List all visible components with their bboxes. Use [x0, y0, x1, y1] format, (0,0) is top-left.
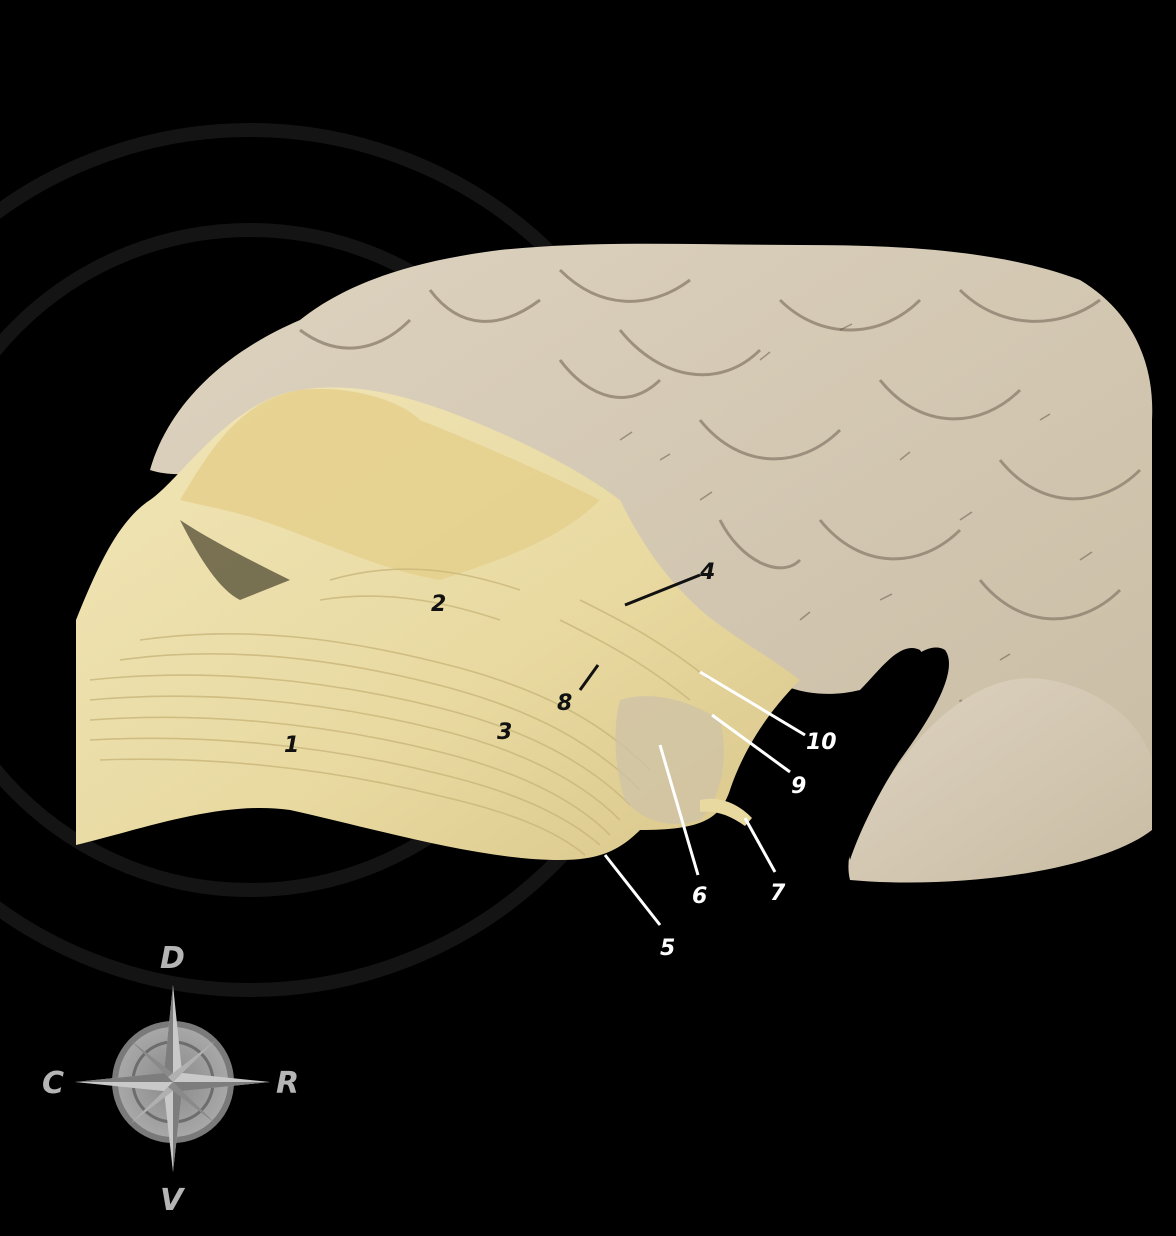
leader-line-10 — [699, 670, 806, 737]
label-5: 5 — [660, 936, 675, 961]
label-9: 9 — [791, 774, 806, 799]
compass-dorsal: D — [160, 941, 185, 976]
temporal-lobe-dark-gap — [847, 647, 949, 860]
compass-rose: D V C R — [42, 941, 299, 1218]
leader-line-4 — [624, 573, 701, 607]
label-8: 8 — [557, 691, 572, 716]
leader-line-9 — [711, 713, 791, 774]
label-4: 4 — [699, 560, 715, 585]
label-7: 7 — [770, 881, 786, 906]
leader-line-6 — [658, 744, 700, 876]
temporal-lobe — [848, 678, 1152, 883]
leader-line-8 — [578, 664, 600, 691]
label-2: 2 — [431, 592, 446, 617]
leader-line-5 — [603, 854, 662, 926]
compass-rostral: R — [276, 1066, 299, 1101]
label-10: 10 — [806, 730, 837, 755]
structure-labels: 1 2 3 4 5 6 7 8 9 10 — [284, 560, 837, 961]
white-matter-dissection — [76, 387, 800, 860]
label-1: 1 — [284, 733, 299, 758]
compass-ventral: V — [160, 1183, 186, 1218]
compass-caudal: C — [42, 1066, 64, 1101]
leader-lines — [578, 573, 806, 926]
leader-line-7 — [743, 817, 777, 873]
compass-star-icon — [75, 985, 270, 1172]
label-6: 6 — [692, 884, 707, 909]
label-3: 3 — [497, 720, 512, 745]
